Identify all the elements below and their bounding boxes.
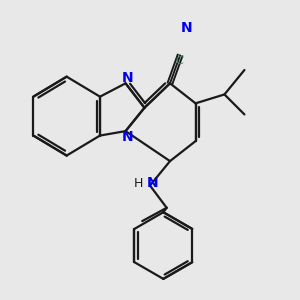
- Text: N: N: [122, 71, 134, 85]
- Text: H: H: [134, 177, 144, 190]
- Text: C: C: [175, 56, 183, 66]
- Text: N: N: [146, 176, 158, 190]
- Text: N: N: [122, 130, 134, 144]
- Text: N: N: [181, 21, 193, 35]
